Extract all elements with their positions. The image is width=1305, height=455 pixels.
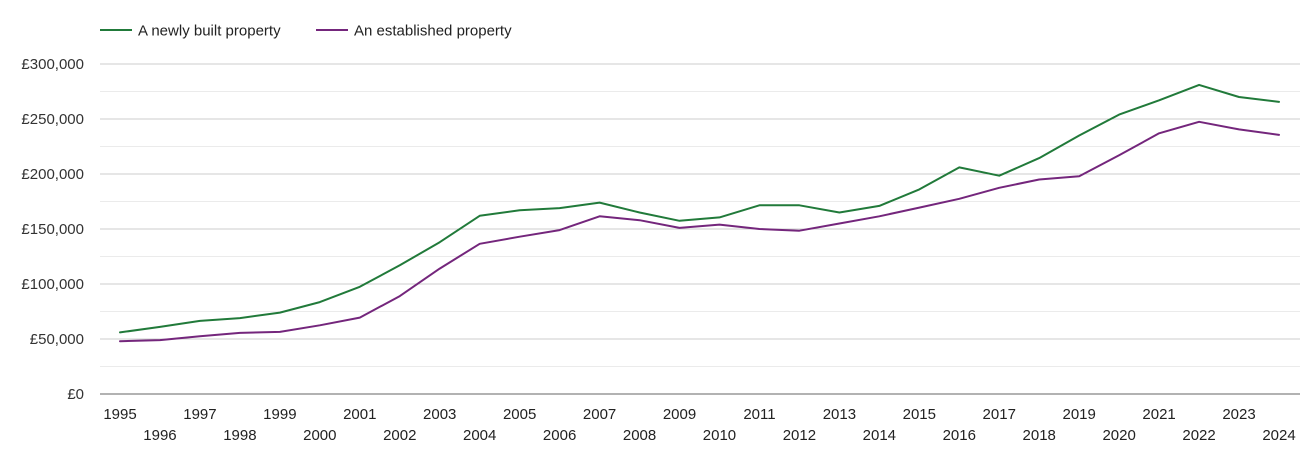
- x-tick-label: 1997: [183, 406, 216, 423]
- y-tick-label: £50,000: [30, 331, 84, 348]
- x-tick-label: 2016: [943, 427, 976, 444]
- series-lines: [119, 83, 1280, 343]
- x-tick-label: 2010: [703, 427, 736, 444]
- legend-label: A newly built property: [138, 23, 281, 40]
- x-tick-label: 2000: [303, 427, 336, 444]
- x-tick-label: 2021: [1142, 406, 1175, 423]
- x-tick-label: 2003: [423, 406, 456, 423]
- x-tick-label: 2007: [583, 406, 616, 423]
- x-tick-label: 2009: [663, 406, 696, 423]
- y-axis: £0 £50,000 £100,000 £150,000 £200,000 £250,00…: [21, 56, 84, 403]
- x-tick-label: 2017: [983, 406, 1016, 423]
- x-tick-label: 2002: [383, 427, 416, 444]
- x-tick-label: 2006: [543, 427, 576, 444]
- x-tick-label: 2015: [903, 406, 936, 423]
- x-tick-label: 2023: [1222, 406, 1255, 423]
- series-line-established: [119, 120, 1280, 343]
- legend-label: An established property: [354, 23, 512, 40]
- x-tick-label: 2012: [783, 427, 816, 444]
- x-tick-label: 1998: [223, 427, 256, 444]
- y-tick-label: £300,000: [21, 56, 84, 73]
- x-tick-label: 2024: [1262, 427, 1295, 444]
- gridlines: [100, 63, 1300, 395]
- x-tick-label: 1999: [263, 406, 296, 423]
- x-tick-label: 2001: [343, 406, 376, 423]
- x-tick-label: 2020: [1102, 427, 1135, 444]
- x-tick-label: 2013: [823, 406, 856, 423]
- x-tick-label: 2008: [623, 427, 656, 444]
- x-tick-label: 2014: [863, 427, 896, 444]
- x-tick-label: 1996: [143, 427, 176, 444]
- x-tick-label: 2018: [1023, 427, 1056, 444]
- y-tick-label: £150,000: [21, 221, 84, 238]
- x-tick-label: 2022: [1182, 427, 1215, 444]
- legend: A newly built property An established pro…: [100, 23, 512, 40]
- y-tick-label: £250,000: [21, 111, 84, 128]
- x-tick-label: 2005: [503, 406, 536, 423]
- x-tick-label: 2011: [743, 406, 775, 423]
- y-tick-label: £100,000: [21, 276, 84, 293]
- x-axis: 1995 1996 1997 1998 1999 2000 2001 2002 2003 2004…: [103, 406, 1295, 444]
- series-line-newly-built: [119, 83, 1280, 334]
- x-tick-label: 2019: [1062, 406, 1095, 423]
- x-tick-label: 1995: [103, 406, 136, 423]
- y-tick-label: £0: [67, 386, 84, 403]
- x-tick-label: 2004: [463, 427, 496, 444]
- y-tick-label: £200,000: [21, 166, 84, 183]
